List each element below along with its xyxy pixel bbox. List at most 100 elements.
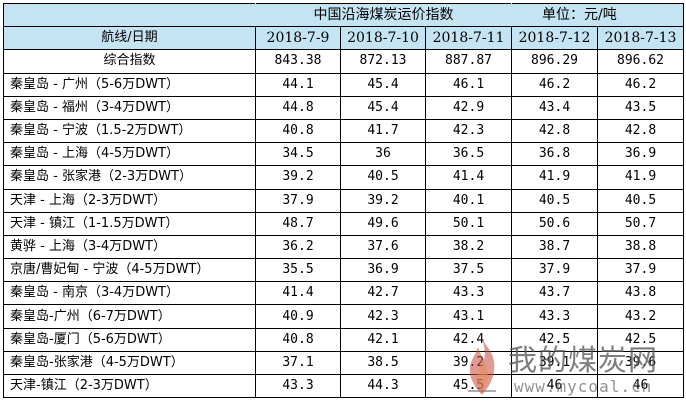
route-name: 黄骅 - 上海（3-4万DWT） [3,234,256,260]
route-name: 天津 - 镇江（1-1.5万DWT） [3,211,256,236]
date-header: 2018-7-11 [425,26,512,51]
rate-value: 43.5 [597,95,684,120]
route-row: 秦皇岛 - 张家港（2-3万DWT） 39.2 40.5 41.4 41.9 41.9 [3,165,684,190]
rate-value: 36.2 [255,234,341,260]
composite-value: 887.87 [425,49,512,74]
rate-value: 39.2 [255,165,341,190]
composite-index-row: 综合指数 843.38 872.13 887.87 896.29 896.62 [3,49,684,74]
route-row: 秦皇岛-广州（6-7万DWT） 40.9 42.3 43.1 43.3 43.2 [3,304,684,329]
rate-value: 44.3 [340,373,426,399]
rate-value: 36 [340,142,426,167]
rate-value: 44.8 [255,95,341,120]
rate-value: 43.3 [255,373,341,399]
header-row: 航线/日期 2018-7-9 2018-7-10 2018-7-11 2018-… [3,26,684,51]
rate-value: 45.4 [340,72,426,97]
rate-value: 40.9 [255,304,341,329]
rate-value: 46 [511,373,598,399]
rate-value: 49.6 [340,211,426,236]
route-name: 天津 - 上海（2-3万DWT） [3,188,256,213]
route-row: 秦皇岛 - 福州（3-4万DWT） 44.8 45.4 42.9 43.4 43.5 [3,95,684,120]
rate-value: 41.9 [511,165,598,190]
rate-value: 43.8 [597,281,684,306]
rate-value: 41.7 [340,118,426,144]
rate-value: 45.5 [425,373,512,399]
route-name: 秦皇岛 - 上海（4-5万DWT） [3,142,256,167]
composite-value: 896.62 [597,49,684,74]
route-row: 黄骅 - 上海（3-4万DWT） 36.2 37.6 38.2 38.7 38.8 [3,234,684,260]
rate-value: 43.2 [597,304,684,329]
rate-value: 42.7 [340,281,426,306]
rate-value: 50.7 [597,211,684,236]
rate-value: 40.5 [511,188,598,213]
route-row: 秦皇岛 - 南京（3-4万DWT） 41.4 42.7 43.3 43.7 43.8 [3,281,684,306]
rate-value: 46.2 [597,72,684,97]
rate-value: 43.7 [511,281,598,306]
rate-value: 42.9 [425,95,512,120]
route-name: 秦皇岛-厦门（5-6万DWT） [3,327,256,352]
rate-value: 40.8 [255,327,341,352]
route-name: 秦皇岛 - 广州（5-6万DWT） [3,72,256,97]
rate-value: 41.4 [425,165,512,190]
rate-value: 39.2 [425,350,512,376]
route-name: 秦皇岛 - 南京（3-4万DWT） [3,281,256,306]
rate-value: 37.5 [425,258,512,283]
rate-value: 34.5 [255,142,341,167]
rate-value: 40.8 [255,118,341,144]
route-name: 秦皇岛 - 福州（3-4万DWT） [3,95,256,120]
rate-value: 43.3 [511,304,598,329]
date-header: 2018-7-12 [511,26,598,51]
rate-value: 48.7 [255,211,341,236]
rate-value: 42.8 [511,118,598,144]
rate-value: 46.2 [511,72,598,97]
route-row: 秦皇岛-厦门（5-6万DWT） 40.8 42.1 42.4 42.5 42.5 [3,327,684,352]
rate-value: 37.9 [511,258,598,283]
rate-value: 42.5 [511,327,598,352]
rate-value: 42.3 [340,304,426,329]
date-header: 2018-7-9 [255,26,341,51]
rate-value: 36.5 [425,142,512,167]
title-spacer [3,2,256,28]
rate-value: 43.3 [425,281,512,306]
rate-value: 40.5 [597,188,684,213]
rate-value: 38.2 [425,234,512,260]
rate-value: 42.4 [425,327,512,352]
rate-value: 38.5 [340,350,426,376]
date-header: 2018-7-13 [597,26,684,51]
rate-value: 37.1 [255,350,341,376]
rate-value: 50.1 [425,211,512,236]
rate-value: 37.9 [597,258,684,283]
rate-value: 41.4 [255,281,341,306]
rate-value: 40.5 [340,165,426,190]
rate-value: 41.9 [597,165,684,190]
title-row: 中国沿海煤炭运价指数 单位：元/吨 [3,2,684,28]
route-row: 秦皇岛 - 广州（5-6万DWT） 44.1 45.4 46.1 46.2 46.2 [3,72,684,97]
route-name: 天津-镇江（2-3万DWT） [3,373,256,399]
rate-value: 37.6 [340,234,426,260]
rate-value: 36.9 [597,142,684,167]
rate-value: 35.5 [255,258,341,283]
route-row: 秦皇岛-张家港（4-5万DWT） 37.1 38.5 39.2 39.1 39.6 [3,350,684,376]
route-row: 天津 - 镇江（1-1.5万DWT） 48.7 49.6 50.1 50.6 50.7 [3,211,684,236]
rate-value: 46 [597,373,684,399]
route-name: 秦皇岛 - 宁波（1.5-2万DWT） [3,118,256,144]
table-title: 中国沿海煤炭运价指数 [255,2,512,28]
rate-value: 38.8 [597,234,684,260]
route-row: 天津 - 上海（2-3万DWT） 37.9 39.2 40.1 40.5 40.5 [3,188,684,213]
rate-value: 42.1 [340,327,426,352]
rate-value: 42.5 [597,327,684,352]
rate-value: 36.8 [511,142,598,167]
rate-value: 40.1 [425,188,512,213]
rate-value: 43.4 [511,95,598,120]
rate-value: 42.8 [597,118,684,144]
route-row: 京唐/曹妃甸 - 宁波（4-5万DWT） 35.5 36.9 37.5 37.9 37.9 [3,258,684,283]
coal-freight-index-table: 中国沿海煤炭运价指数 单位：元/吨 航线/日期 2018-7-9 2018-7-… [3,2,684,399]
route-name: 秦皇岛-广州（6-7万DWT） [3,304,256,329]
rate-value: 38.7 [511,234,598,260]
composite-value: 843.38 [255,49,341,74]
route-name: 京唐/曹妃甸 - 宁波（4-5万DWT） [3,258,256,283]
route-row: 秦皇岛 - 上海（4-5万DWT） 34.5 36 36.5 36.8 36.9 [3,142,684,167]
rate-value: 37.9 [255,188,341,213]
rate-value: 46.1 [425,72,512,97]
date-header: 2018-7-10 [340,26,426,51]
unit-label: 单位：元/吨 [511,2,684,28]
